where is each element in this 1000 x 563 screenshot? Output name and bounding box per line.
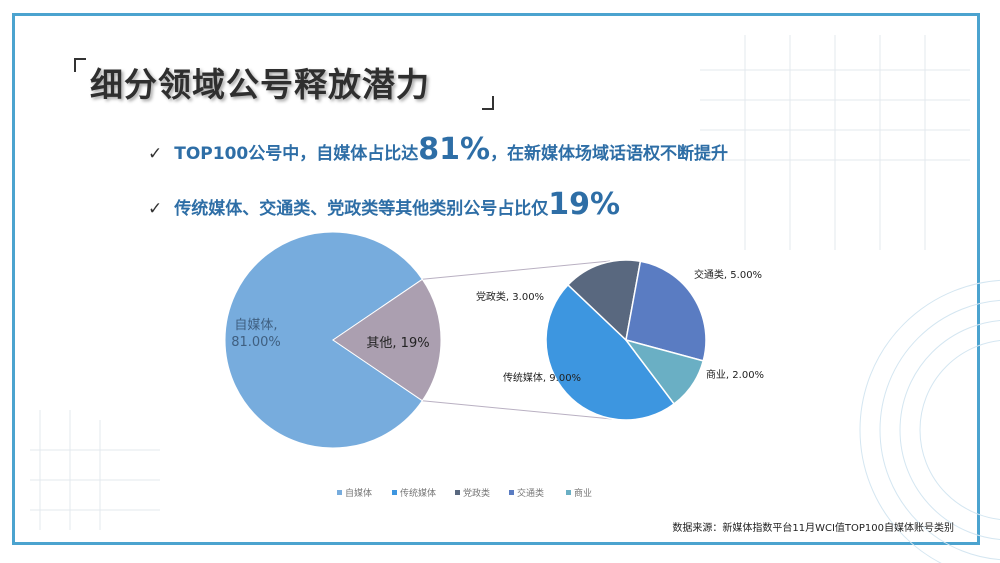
slide-frame — [12, 13, 980, 545]
pie-slice-self-media — [224, 231, 424, 449]
legend-swatch-自媒体 — [337, 490, 342, 495]
bullet-2-highlight: 19% — [548, 187, 621, 222]
title-bracket-right — [482, 96, 494, 110]
pie-slice-商业 — [624, 338, 705, 405]
slice-label-other: 其他, 19% — [366, 336, 429, 351]
legend-label-交通类: 交通类 — [517, 487, 544, 499]
bullet-1-highlight: 81% — [418, 132, 491, 167]
pie-slice-other — [332, 278, 442, 402]
legend-label-自媒体: 自媒体 — [345, 487, 372, 499]
bullet-other-share: ✓ 传统媒体、交通类、党政类等其他类别公号占比仅19% — [148, 187, 620, 222]
source-note: 数据来源：新媒体指数平台11月WCI值TOP100自媒体账号类别 — [672, 523, 954, 534]
page-title: 细分领域公号释放潜力 — [90, 65, 430, 104]
legend-swatch-党政类 — [455, 490, 460, 495]
legend-swatch-交通类 — [509, 490, 514, 495]
title-bracket-left — [74, 58, 86, 72]
check-icon: ✓ — [148, 199, 163, 219]
bullet-self-media-share: ✓ TOP100公号中，自媒体占比达81%，在新媒体场域话语权不断提升 — [148, 132, 728, 167]
bullet-1-tail: ，在新媒体场域话语权不断提升 — [490, 144, 729, 164]
legend-swatch-商业 — [566, 490, 571, 495]
connector-line-top — [422, 260, 611, 280]
slice-label-商业: 商业, 2.00% — [706, 368, 764, 381]
legend-label-传统媒体: 传统媒体 — [400, 487, 436, 499]
slice-label-传统媒体: 传统媒体, 9.00% — [503, 371, 581, 384]
slice-label-交通类: 交通类, 5.00% — [694, 268, 762, 281]
bullet-1-text: TOP100公号中，自媒体占比达 — [174, 144, 419, 164]
connector-line-bottom — [422, 400, 613, 420]
pie-slice-交通类 — [625, 260, 707, 362]
legend-label-商业: 商业 — [574, 487, 592, 499]
bullet-2-text: 传统媒体、交通类、党政类等其他类别公号占比仅 — [174, 199, 549, 219]
legend-swatch-传统媒体 — [392, 490, 397, 495]
pie-slice-传统媒体 — [545, 283, 676, 421]
legend-label-党政类: 党政类 — [463, 487, 490, 499]
slice-label-党政类: 党政类, 3.00% — [476, 290, 544, 303]
check-icon: ✓ — [148, 144, 163, 164]
slice-label-self-media: 自媒体, — [234, 318, 277, 333]
pie-slice-党政类 — [566, 259, 642, 342]
slice-label-self-media: 81.00% — [231, 335, 281, 350]
